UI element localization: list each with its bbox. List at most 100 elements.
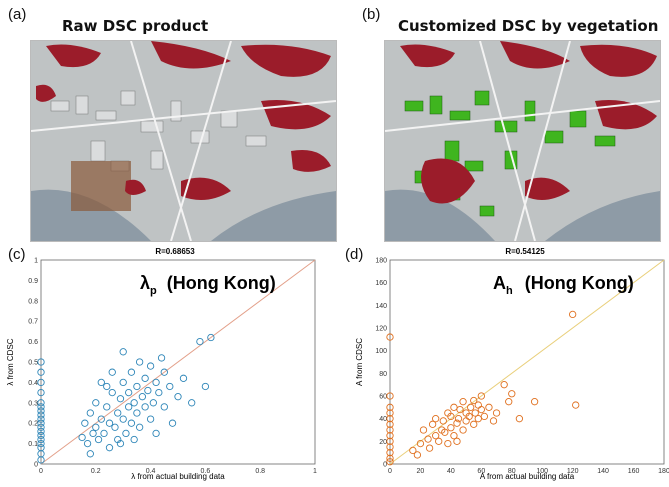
x-tick-label: 180	[658, 468, 669, 475]
x-tick-label: 1	[313, 468, 317, 475]
x-tick-label: 140	[597, 468, 609, 475]
y-tick-label: 100	[375, 348, 387, 355]
scatter-chart-c: R=0.68653 0 0.2 0.4 0.6 0.8 1 0 0.1 0.2 0.3 0.4 0.5…	[6, 247, 317, 481]
scatter-point	[100, 429, 108, 438]
scatter-point	[409, 446, 417, 455]
scatter-point	[386, 432, 394, 440]
scatter-point	[133, 382, 141, 391]
scatter-point	[453, 419, 461, 427]
scatter-point	[416, 439, 425, 448]
scatter-point	[444, 439, 452, 448]
scatter-point	[168, 419, 177, 427]
scatter-point	[119, 378, 127, 387]
scatter-point	[152, 429, 160, 438]
scatter-point	[201, 382, 210, 391]
scatter-point	[386, 403, 394, 411]
scatter-point	[435, 437, 443, 445]
scatter-point	[515, 415, 524, 423]
y-tick-label: 140	[375, 303, 387, 310]
scatter-point	[37, 439, 45, 448]
scatter-point	[424, 435, 432, 443]
y-tick-label: 0.6	[28, 339, 38, 346]
scatter-point	[78, 433, 86, 442]
scatter-point	[477, 405, 485, 414]
scatter-point	[386, 426, 394, 434]
scatter-point	[459, 398, 467, 406]
panel-d-letter: (d)	[345, 246, 364, 263]
big-label-d: Ah (Hong Kong)	[493, 273, 634, 297]
scatter-point	[108, 388, 116, 397]
scatter-point	[432, 415, 440, 423]
scatter-point	[386, 415, 394, 423]
scatter-point	[135, 423, 144, 431]
x-tick-label: 40	[447, 468, 455, 475]
scatter-point	[465, 412, 473, 421]
scatter-point	[432, 432, 440, 440]
reference-line	[389, 259, 665, 465]
scatter-point	[149, 399, 157, 407]
scatter-point	[133, 409, 141, 417]
scatter-point	[116, 439, 125, 448]
x-tick-label: 0.8	[255, 468, 265, 475]
scatter-point	[37, 415, 45, 423]
scatter-point	[450, 403, 458, 411]
scatter-point	[470, 420, 478, 428]
scatter-point	[447, 412, 455, 421]
scatter-point	[474, 415, 482, 423]
scatter-point	[386, 420, 394, 428]
y-tick-label: 0.2	[28, 421, 38, 428]
scatter-point	[152, 378, 160, 387]
y-tick-label: 0.7	[28, 319, 38, 326]
scatter-point	[111, 423, 119, 431]
scatter-point	[419, 426, 428, 434]
scatter-point	[179, 374, 188, 382]
y-tick-label: 0.3	[28, 400, 38, 407]
scatter-point	[505, 398, 513, 406]
scatter-chart-d: R=0.54125 0 20 40 60 80 100 120 140 160 180 0 20 40 6…	[355, 247, 669, 481]
reference-line	[40, 259, 316, 465]
scatter-point	[97, 378, 105, 387]
scatter-point	[489, 417, 498, 425]
scatter-point	[83, 439, 92, 448]
scatter-point	[492, 409, 501, 417]
y-tick-label: 1	[34, 258, 38, 265]
scatter-point	[386, 409, 394, 417]
scatter-point	[207, 333, 215, 342]
scatter-point	[37, 419, 45, 427]
scatter-point	[122, 429, 130, 438]
scatter-point	[141, 374, 149, 382]
y-tick-label: 20	[379, 439, 387, 446]
panel-a-letter: (a)	[8, 6, 27, 23]
scatter-point	[462, 417, 470, 425]
scatter-point	[157, 354, 166, 362]
scatter-point	[155, 388, 163, 397]
scatter-point	[141, 403, 149, 411]
scatter-point	[103, 382, 111, 391]
scatter-point	[459, 426, 467, 434]
scatter-point	[138, 393, 147, 401]
scatter-point	[467, 403, 475, 411]
scatter-point	[471, 409, 479, 417]
scatter-point	[94, 435, 103, 444]
y-tick-label: 0	[34, 462, 38, 469]
scatter-point	[160, 368, 168, 376]
panel-b-letter: (b)	[362, 6, 381, 23]
x-tick-label: 100	[536, 468, 548, 475]
scatter-point	[37, 431, 45, 440]
scatter-point	[474, 401, 482, 409]
scatter-point	[97, 415, 105, 423]
scatter-point	[119, 348, 127, 356]
x-tick-label: 80	[508, 468, 516, 475]
scatter-point	[119, 415, 127, 423]
scatter-point	[485, 403, 493, 411]
scatter-point	[144, 386, 152, 395]
scatter-point	[37, 368, 45, 376]
scatter-point	[441, 428, 449, 436]
scatter-point	[386, 458, 394, 466]
x-tick-label: 120	[567, 468, 579, 475]
y-tick-label: 0.8	[28, 298, 38, 305]
customized-dsc-map	[384, 40, 661, 242]
scatter-point	[127, 368, 136, 376]
scatter-point	[569, 310, 577, 319]
scatter-point	[130, 435, 138, 444]
